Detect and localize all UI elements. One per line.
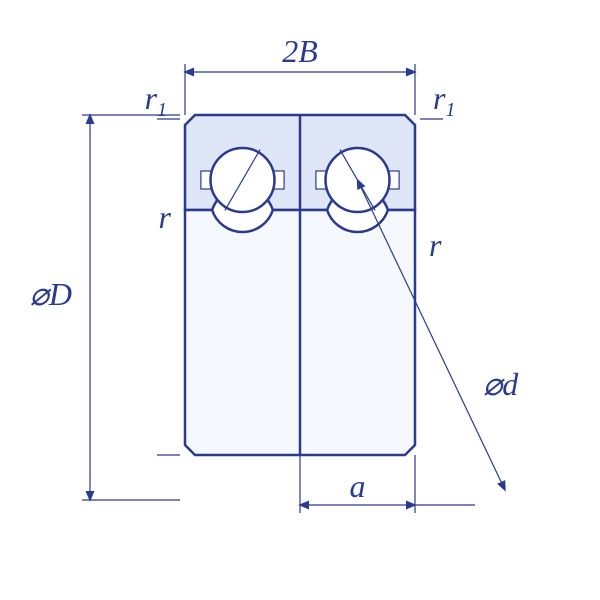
bearing-cross-section-diagram: 2Br1r1rr⌀D⌀da [0, 0, 600, 600]
svg-text:⌀d: ⌀d [483, 366, 519, 402]
svg-text:r1: r1 [433, 80, 455, 121]
svg-text:⌀D: ⌀D [30, 276, 72, 312]
svg-text:2B: 2B [282, 33, 318, 69]
svg-text:r: r [159, 199, 172, 235]
svg-text:r: r [429, 227, 442, 263]
svg-text:a: a [350, 468, 366, 504]
